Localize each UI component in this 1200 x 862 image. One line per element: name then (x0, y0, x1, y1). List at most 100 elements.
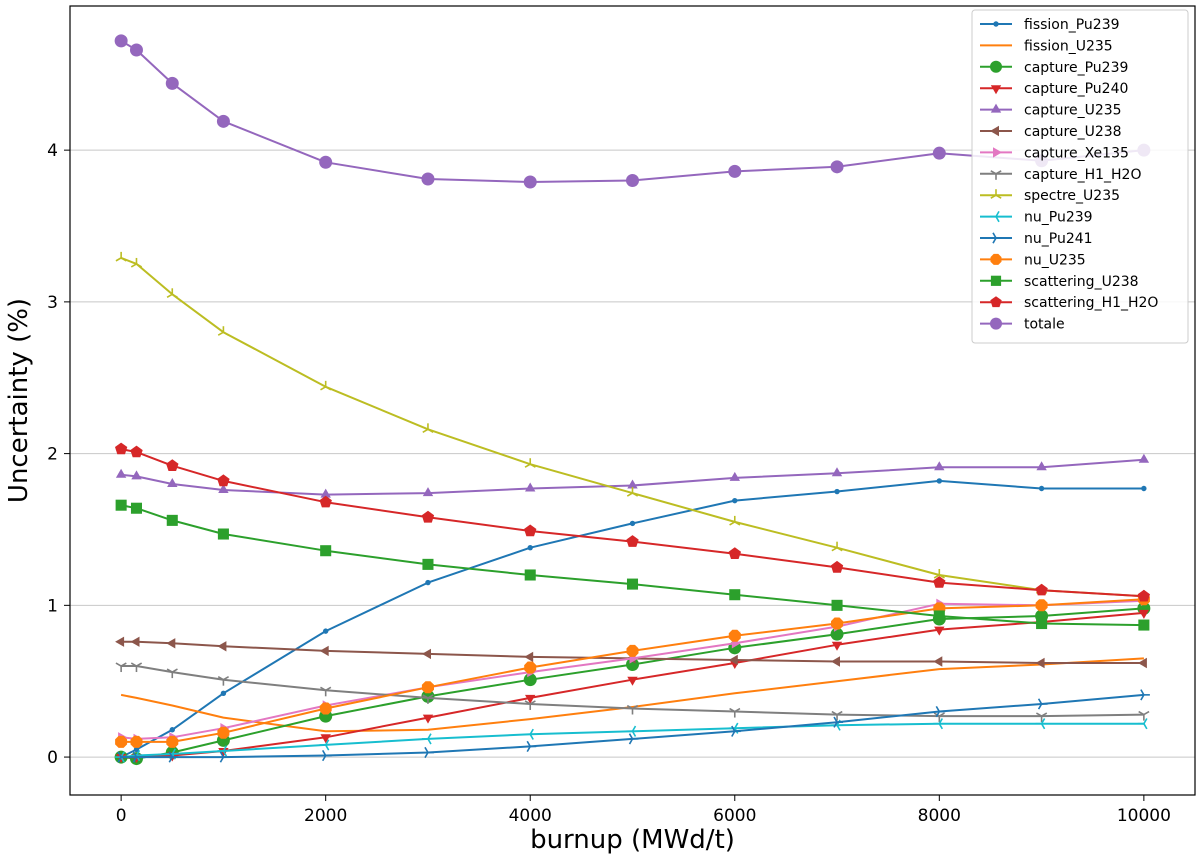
data-point-nu-pu241 (424, 746, 429, 753)
data-point-spectre-u235 (729, 521, 736, 526)
data-point-totale (728, 164, 742, 178)
data-point-fission-pu239 (527, 544, 533, 551)
data-point-capture-u238 (166, 638, 176, 649)
data-point-spectre-u235 (130, 263, 137, 268)
legend-item-capture-pu239: capture_Pu239 (980, 60, 1128, 76)
data-point-nu-pu241 (424, 752, 429, 759)
data-point-spectre-u235 (115, 257, 122, 262)
data-point-scattering-u238 (729, 589, 741, 601)
data-point-capture-h1-h2o (734, 707, 741, 713)
legend: fission_Pu239 fission_U235 capture_Pu239ca… (971, 9, 1189, 344)
x-tick-label: 8000 (918, 806, 961, 826)
legend-item-spectre-u235: spectre_U235 (980, 188, 1120, 204)
data-point-nu-pu241 (321, 749, 327, 756)
data-point-capture-h1-h2o (427, 694, 434, 699)
data-point-spectre-u235 (166, 293, 173, 298)
y-axis-title: Uncertainty (%) (4, 298, 34, 503)
legend-marker (990, 60, 1002, 73)
legend-marker (990, 296, 1002, 308)
data-point-capture-u238 (831, 656, 840, 667)
legend-label: fission_Pu239 (1024, 17, 1120, 33)
data-point-nu-u235 (130, 735, 143, 748)
data-point-capture-u238 (933, 656, 943, 667)
data-point-nu-u235 (115, 735, 128, 748)
data-point-capture-u235 (627, 479, 638, 489)
data-point-scattering-u238 (166, 514, 178, 526)
data-point-spectre-u235 (524, 463, 531, 468)
series-scattering-h1-h2o (115, 442, 1150, 602)
legend-label: capture_U235 (1024, 103, 1122, 119)
legend-label: nu_Pu239 (1024, 210, 1093, 226)
data-point-capture-h1-h2o (320, 686, 327, 691)
legend-marker (995, 170, 1002, 175)
data-point-nu-pu241 (628, 738, 634, 745)
data-point-capture-pu240 (627, 676, 638, 686)
series-spectre-u235 (115, 251, 1150, 600)
legend-item-fission-pu239: fission_Pu239 (980, 17, 1120, 33)
data-point-capture-u235 (525, 482, 536, 492)
data-point-scattering-h1-h2o (1137, 589, 1150, 602)
legend-marker (990, 170, 997, 175)
legend-marker (993, 21, 999, 27)
data-point-fission-pu239 (936, 478, 943, 484)
data-point-scattering-h1-h2o (166, 459, 179, 471)
legend-item-fission-u235: fission_U235 (980, 38, 1113, 54)
data-point-nu-pu241 (219, 751, 225, 758)
data-point-capture-h1-h2o (120, 662, 127, 667)
data-point-nu-u235 (421, 681, 434, 694)
legend-item-capture-u235: capture_U235 (980, 103, 1122, 119)
data-point-nu-u235 (319, 702, 332, 715)
data-point-nu-pu241 (168, 756, 173, 763)
data-point-capture-u235 (167, 478, 178, 487)
data-point-totale (523, 175, 537, 189)
legend-label: totale (1024, 317, 1065, 333)
data-point-nu-pu239 (427, 733, 432, 740)
legend-marker (990, 253, 1002, 265)
data-point-scattering-u238 (217, 528, 229, 540)
data-point-spectre-u235 (427, 428, 434, 434)
data-point-scattering-u238 (115, 499, 127, 511)
data-point-capture-h1-h2o (1041, 712, 1048, 717)
data-point-nu-pu239 (1040, 718, 1046, 725)
data-point-capture-u238 (319, 645, 329, 657)
legend-item-scattering-u238: scattering_U238 (980, 274, 1139, 290)
legend-label: nu_Pu241 (1024, 231, 1093, 247)
x-tick-label: 4000 (509, 806, 552, 826)
data-point-scattering-h1-h2o (1035, 583, 1048, 596)
data-point-capture-h1-h2o (729, 707, 736, 713)
legend-item-totale: totale (980, 317, 1065, 333)
data-point-spectre-u235 (171, 293, 178, 298)
data-point-nu-pu241 (833, 716, 838, 723)
data-point-capture-u238 (1137, 657, 1147, 669)
data-point-nu-pu241 (731, 730, 736, 737)
data-point-nu-pu241 (731, 725, 736, 732)
data-point-capture-h1-h2o (529, 700, 536, 705)
data-point-nu-u235 (217, 726, 230, 739)
data-point-nu-pu239 (938, 723, 944, 730)
data-point-spectre-u235 (734, 521, 741, 526)
legend-marker (990, 85, 1002, 95)
data-point-nu-u235 (166, 735, 179, 748)
y-tick-label: 0 (47, 748, 58, 768)
data-point-nu-pu239 (631, 730, 637, 737)
data-point-capture-u235 (131, 470, 142, 480)
data-point-capture-h1-h2o (171, 668, 178, 673)
data-point-capture-h1-h2o (524, 700, 531, 705)
data-point-totale (165, 76, 179, 90)
x-tick-label: 2000 (304, 806, 347, 826)
y-tick-label: 2 (47, 445, 58, 465)
data-point-capture-h1-h2o (1138, 710, 1145, 716)
x-tick-label: 10000 (1117, 806, 1171, 826)
data-point-capture-u235 (320, 488, 331, 498)
data-point-nu-pu241 (117, 751, 122, 758)
data-point-nu-pu241 (526, 740, 531, 747)
data-point-nu-pu239 (324, 739, 330, 746)
legend-marker (990, 125, 999, 137)
data-point-capture-h1-h2o (632, 704, 639, 710)
data-point-nu-pu239 (631, 725, 637, 732)
data-point-totale (830, 160, 844, 174)
data-point-capture-pu239 (523, 673, 537, 687)
legend-label: nu_U235 (1024, 252, 1086, 268)
data-point-capture-u238 (115, 636, 125, 647)
